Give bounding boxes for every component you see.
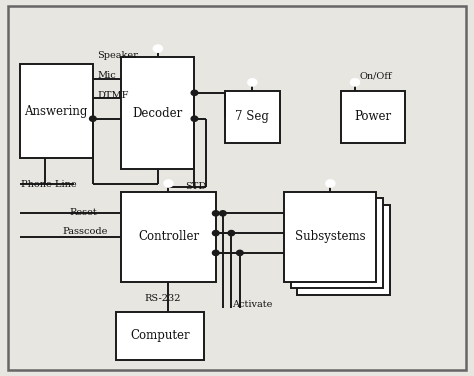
Bar [121,192,216,282]
Text: STD: STD [185,182,206,191]
Bar [298,205,390,295]
Bar [121,57,194,169]
Bar [341,91,405,143]
Bar [19,64,93,158]
Circle shape [326,180,335,187]
Bar [291,199,383,288]
Text: RS-232: RS-232 [145,294,182,303]
Text: Controller: Controller [138,230,199,243]
Circle shape [164,180,173,187]
Text: On/Off: On/Off [360,71,392,80]
Text: Subsystems: Subsystems [295,230,365,243]
Bar [225,91,280,143]
Circle shape [212,230,219,236]
Circle shape [191,116,198,121]
Text: DTMF: DTMF [98,91,129,100]
Text: Passcode: Passcode [62,227,108,236]
Circle shape [237,250,243,256]
Text: Computer: Computer [130,329,190,343]
Circle shape [212,211,219,216]
Text: Decoder: Decoder [133,106,183,120]
Circle shape [212,250,219,256]
Text: Phone Line: Phone Line [20,180,76,189]
Bar [117,312,204,360]
Text: Answering: Answering [25,105,88,118]
Text: Power: Power [354,110,392,123]
Circle shape [154,45,162,52]
Circle shape [228,230,235,236]
Circle shape [191,90,198,96]
Text: Reset: Reset [69,208,97,217]
Text: Mic: Mic [98,71,116,80]
Circle shape [351,79,359,86]
Bar [284,192,376,282]
Text: 7 Seg: 7 Seg [236,110,269,123]
Circle shape [248,79,256,86]
Circle shape [90,116,96,121]
Text: Activate: Activate [232,300,273,309]
Circle shape [219,211,226,216]
Text: Speaker: Speaker [98,50,138,59]
